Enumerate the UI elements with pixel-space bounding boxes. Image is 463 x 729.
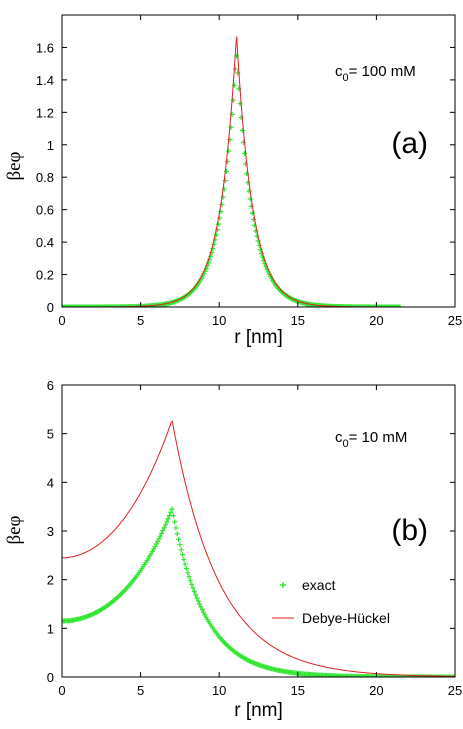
data-point xyxy=(172,519,178,525)
data-point xyxy=(174,531,180,537)
concentration-value: = 10 mM xyxy=(349,429,408,446)
data-point xyxy=(162,522,168,528)
legend-label-debye_huckel: Debye-Hückel xyxy=(302,610,390,626)
data-point xyxy=(195,598,201,604)
x-tick-label: 0 xyxy=(58,313,65,328)
y-tick-label: 0 xyxy=(47,670,54,685)
plot-frame xyxy=(61,14,456,308)
legend: exact Debye-Hückel xyxy=(272,577,390,626)
concentration-label: c0= 100 mM xyxy=(335,63,416,84)
y-axis-label: βeφ xyxy=(4,151,25,180)
data-point xyxy=(156,536,162,542)
x-tick-label: 25 xyxy=(448,683,462,698)
x-tick-label: 15 xyxy=(291,683,305,698)
data-point xyxy=(165,516,171,522)
series-markers-exact xyxy=(62,53,403,307)
panel-label: (a) xyxy=(391,127,428,160)
data-point xyxy=(199,607,205,613)
data-point xyxy=(185,570,191,576)
concentration-subscript: 0 xyxy=(343,72,349,84)
y-tick-label: 0.4 xyxy=(36,235,54,250)
x-tick-label: 0 xyxy=(58,683,65,698)
y-tick-label: 0.8 xyxy=(36,170,54,185)
data-point xyxy=(177,542,183,548)
y-tick-label: 0.2 xyxy=(36,268,54,283)
data-point xyxy=(187,578,193,584)
y-axis-label: βeφ xyxy=(4,515,25,544)
chart-panel-a: 0 5 10 15 20 25 0 0.2 0.4 0.6 0.8 1 1.2 1.4 1.6 r [nm] β… xyxy=(4,14,462,348)
concentration-subscript: 0 xyxy=(343,438,349,450)
data-point xyxy=(181,557,187,563)
x-tick-label: 15 xyxy=(291,313,305,328)
data-point xyxy=(157,533,163,539)
legend-label-exact: exact xyxy=(302,577,336,593)
x-tick-label: 10 xyxy=(212,313,226,328)
y-tick-label: 0.6 xyxy=(36,203,54,218)
data-point xyxy=(190,585,196,591)
y-tick-label: 1.6 xyxy=(36,40,54,55)
data-point xyxy=(198,604,204,610)
data-point xyxy=(191,588,197,594)
x-tick-label: 5 xyxy=(137,683,144,698)
y-tick-label: 4 xyxy=(47,475,54,490)
y-tick-label: 2 xyxy=(47,573,54,588)
x-tick-label: 20 xyxy=(369,683,383,698)
data-point xyxy=(180,552,186,558)
data-point xyxy=(194,595,200,601)
data-point xyxy=(176,536,182,542)
data-point xyxy=(164,519,170,525)
y-tick-label: 1 xyxy=(47,621,54,636)
data-point xyxy=(182,561,188,567)
data-point xyxy=(183,565,189,571)
x-tick-label: 5 xyxy=(137,313,144,328)
data-point xyxy=(200,609,206,615)
y-tick-label: 3 xyxy=(47,524,54,539)
x-tick-label: 20 xyxy=(369,313,383,328)
data-point xyxy=(153,541,159,547)
concentration-symbol: c xyxy=(335,429,343,446)
data-point xyxy=(173,525,179,531)
x-axis-label: r [nm] xyxy=(234,700,283,721)
series-line-debye_huckel xyxy=(62,420,455,677)
data-point xyxy=(161,525,167,531)
data-point xyxy=(168,509,174,515)
panel-label: (b) xyxy=(391,514,428,547)
y-tick-label: 6 xyxy=(47,378,54,393)
concentration-label: c0= 10 mM xyxy=(335,429,407,450)
y-tick-label: 0 xyxy=(47,300,54,315)
data-point xyxy=(197,601,203,607)
y-tick-label: 1 xyxy=(47,138,54,153)
y-tick-label: 1.2 xyxy=(36,105,54,120)
data-point xyxy=(159,530,165,536)
y-tick-label: 1.4 xyxy=(36,73,54,88)
x-tick-label: 25 xyxy=(448,313,462,328)
data-point xyxy=(169,506,175,512)
concentration-symbol: c xyxy=(335,63,343,80)
x-axis-label: r [nm] xyxy=(234,327,283,348)
legend-swatch-exact xyxy=(280,582,286,588)
data-point xyxy=(186,574,192,580)
data-point xyxy=(152,544,158,550)
data-point xyxy=(178,547,184,553)
data-point xyxy=(155,538,161,544)
data-point xyxy=(170,513,176,519)
x-tick-label: 10 xyxy=(212,683,226,698)
y-tick-label: 5 xyxy=(47,427,54,442)
data-point xyxy=(193,592,199,598)
data-point xyxy=(189,581,195,587)
concentration-value: = 100 mM xyxy=(349,63,416,80)
data-point xyxy=(160,528,166,534)
